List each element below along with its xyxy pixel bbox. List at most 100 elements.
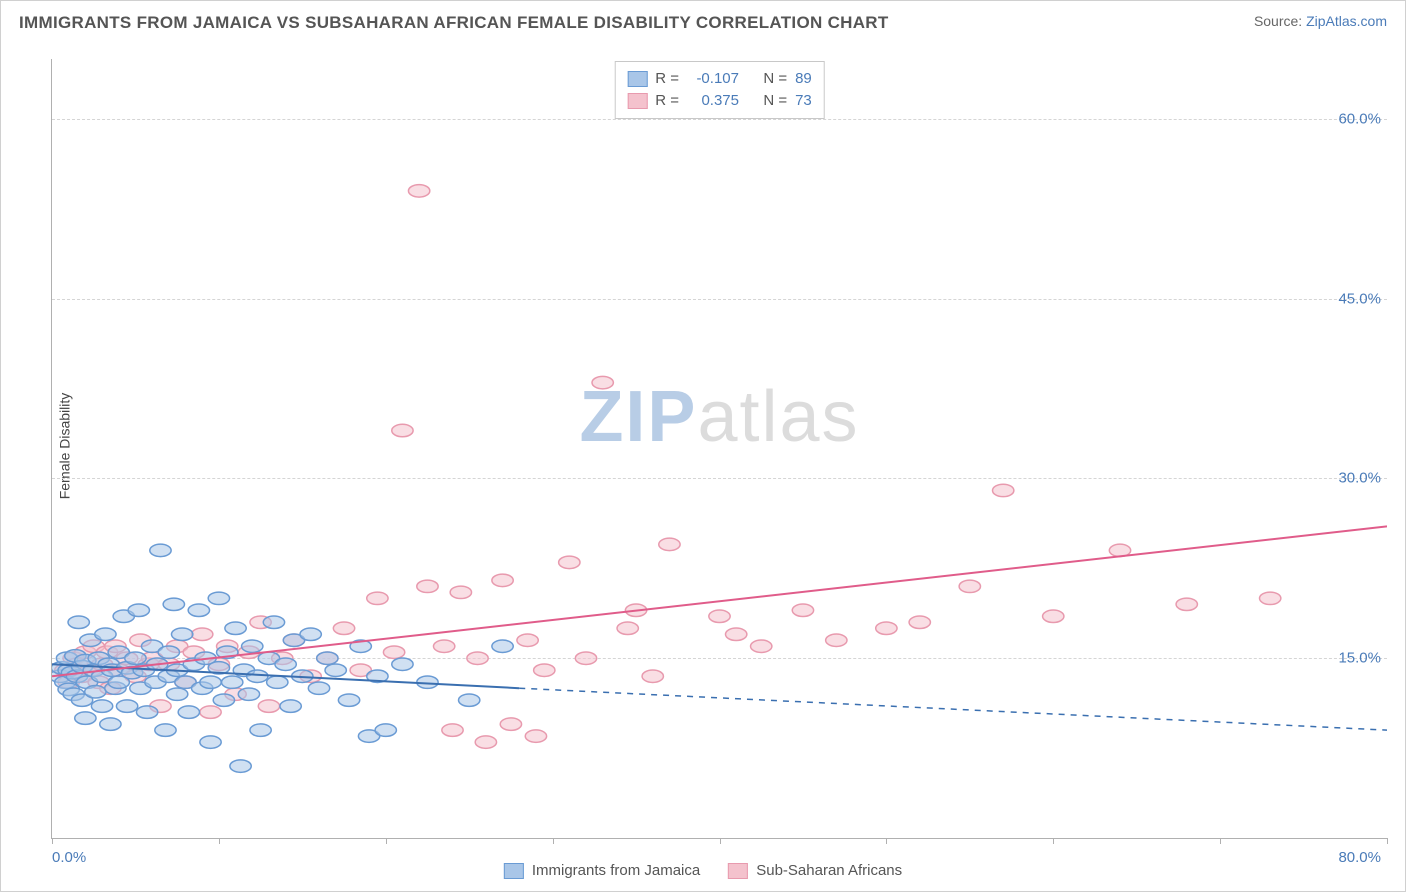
x-tick [886,838,887,844]
source-label: Source: ZipAtlas.com [1254,13,1387,29]
scatter-point [751,640,772,652]
scatter-point [575,652,596,664]
scatter-point [222,676,243,688]
scatter-point [275,658,296,670]
scatter-svg [52,59,1387,838]
scatter-point [242,640,263,652]
scatter-point [150,544,171,556]
scatter-point [333,622,354,634]
scatter-point [467,652,488,664]
scatter-point [909,616,930,628]
scatter-point [1043,610,1064,622]
scatter-point [258,700,279,712]
chart-title: IMMIGRANTS FROM JAMAICA VS SUBSAHARAN AF… [19,13,889,33]
chart-container: IMMIGRANTS FROM JAMAICA VS SUBSAHARAN AF… [0,0,1406,892]
scatter-point [247,670,268,682]
scatter-point [959,580,980,592]
y-tick-label: 60.0% [1338,110,1381,127]
source-link[interactable]: ZipAtlas.com [1306,13,1387,29]
scatter-point [267,676,288,688]
scatter-point [208,592,229,604]
scatter-point [178,706,199,718]
r-value-1: 0.375 [687,90,739,112]
scatter-point [213,694,234,706]
scatter-point [75,712,96,724]
scatter-point [250,724,271,736]
legend-label-1: Sub-Saharan Africans [756,862,902,879]
scatter-point [1260,592,1281,604]
scatter-point [517,634,538,646]
r-value-0: -0.107 [687,68,739,90]
scatter-point [91,700,112,712]
scatter-point [125,652,146,664]
y-tick-label: 30.0% [1338,470,1381,487]
scatter-point [392,424,413,436]
scatter-point [225,622,246,634]
x-tick [219,838,220,844]
scatter-point [317,652,338,664]
scatter-point [95,628,116,640]
scatter-point [417,580,438,592]
scatter-point [492,640,513,652]
scatter-point [200,676,221,688]
plot-box: ZIPatlas R = -0.107 N = 89 R = 0.375 [51,59,1387,839]
y-tick-label: 15.0% [1338,650,1381,667]
legend-item-1: Sub-Saharan Africans [728,862,902,879]
legend-item-0: Immigrants from Jamaica [504,862,700,879]
trend-line-extrapolated [519,688,1387,730]
scatter-point [158,646,179,658]
scatter-point [1176,598,1197,610]
scatter-point [433,640,454,652]
scatter-point [300,628,321,640]
scatter-point [459,694,480,706]
scatter-point [155,724,176,736]
scatter-point [659,538,680,550]
correlation-legend: R = -0.107 N = 89 R = 0.375 N = 73 [614,61,825,119]
scatter-point [200,736,221,748]
scatter-point [525,730,546,742]
x-min-label: 0.0% [52,849,86,866]
scatter-point [171,628,192,640]
scatter-point [876,622,897,634]
x-tick [52,838,53,844]
legend-swatch-0 [504,863,524,879]
scatter-point [642,670,663,682]
series-legend: Immigrants from Jamaica Sub-Saharan Afri… [504,862,902,879]
scatter-point [128,604,149,616]
scatter-point [375,724,396,736]
scatter-point [188,604,209,616]
scatter-point [308,682,329,694]
scatter-point [85,686,106,698]
scatter-point [200,706,221,718]
n-value-0: 89 [795,68,812,90]
scatter-point [230,760,251,772]
swatch-series-0 [627,71,647,87]
scatter-point [475,736,496,748]
scatter-point [338,694,359,706]
scatter-point [280,700,301,712]
scatter-point [383,646,404,658]
scatter-point [68,616,89,628]
x-tick [1387,838,1388,844]
scatter-point [263,616,284,628]
scatter-point [163,598,184,610]
scatter-point [325,664,346,676]
x-tick [386,838,387,844]
scatter-point [136,706,157,718]
scatter-point [826,634,847,646]
scatter-point [408,185,429,197]
scatter-point [166,688,187,700]
scatter-point [100,718,121,730]
corr-row-1: R = 0.375 N = 73 [627,90,812,112]
x-tick [720,838,721,844]
scatter-point [534,664,555,676]
scatter-point [238,688,259,700]
corr-row-0: R = -0.107 N = 89 [627,68,812,90]
legend-label-0: Immigrants from Jamaica [532,862,700,879]
scatter-point [450,586,471,598]
plot-area: ZIPatlas R = -0.107 N = 89 R = 0.375 [51,59,1387,839]
scatter-point [559,556,580,568]
scatter-point [442,724,463,736]
scatter-point [726,628,747,640]
scatter-point [192,628,213,640]
